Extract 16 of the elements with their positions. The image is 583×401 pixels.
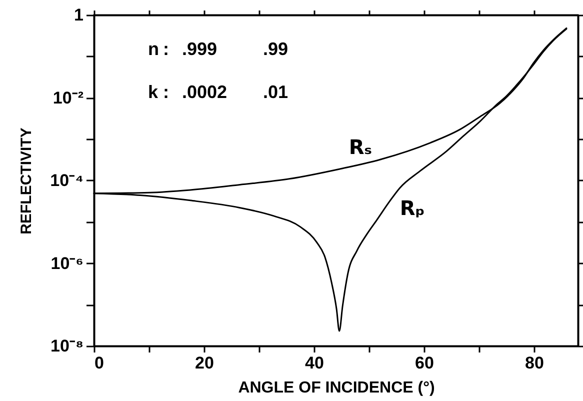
x-tick-label: 40 xyxy=(305,354,324,372)
x-tick-label: 60 xyxy=(415,354,434,372)
y-tick-label: 10⁻⁴ xyxy=(50,171,84,190)
x-tick-label: 20 xyxy=(195,354,214,372)
series-label: Rₚ xyxy=(400,196,425,220)
text: n : .999 .99 xyxy=(148,39,288,59)
y-tick-label: 10⁻⁸ xyxy=(50,336,84,356)
x-tick-label: 80 xyxy=(525,354,544,372)
x-axis-title: ANGLE OF INCIDENCE (°) xyxy=(238,380,435,396)
series-label: Rₛ xyxy=(348,134,372,159)
y-axis-title: REFLECTIVITY xyxy=(18,128,36,234)
text: k : .0002 .01 xyxy=(148,82,288,102)
y-tick-label: 1 xyxy=(74,6,84,24)
y-tick-label: 10⁻² xyxy=(52,88,84,108)
y-tick-label: 10⁻⁶ xyxy=(50,254,84,273)
x-tick-label: 0 xyxy=(94,354,104,372)
